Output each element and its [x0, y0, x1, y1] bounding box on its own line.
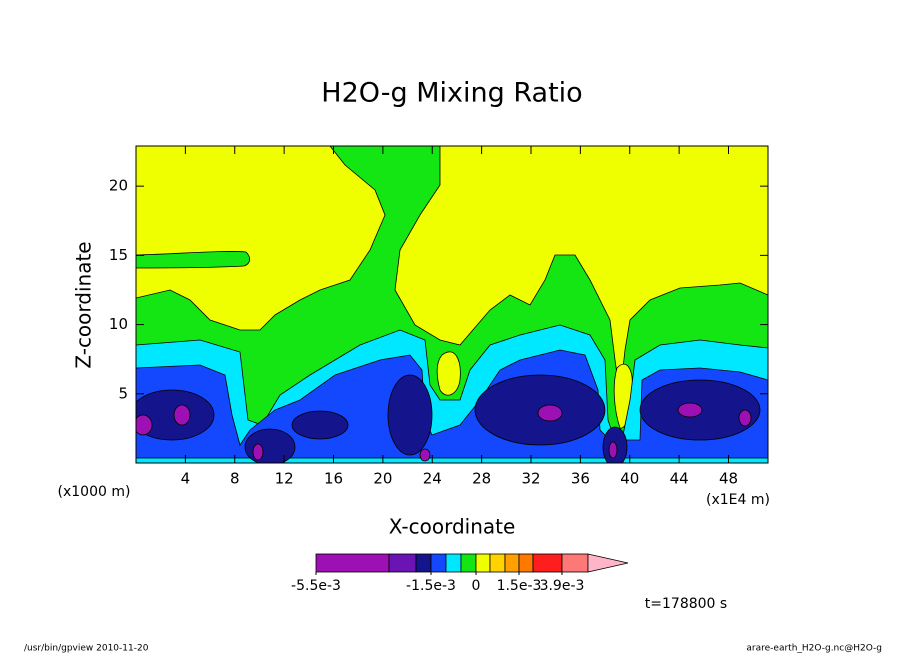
colorbar-segment: [489, 553, 506, 573]
colorbar-segment: [504, 553, 520, 573]
x-tick-label: 32: [521, 470, 540, 488]
contour-band: [136, 146, 768, 463]
y-axis-title: Z-coordinate: [72, 241, 96, 368]
x-tick-label: 40: [620, 470, 639, 488]
colorbar-segment: [532, 553, 563, 573]
contour-band: [136, 251, 250, 269]
chart-title: H2O-g Mixing Ratio: [321, 78, 582, 109]
contour-band: [436, 351, 461, 396]
y-tick-label: 5: [118, 384, 128, 402]
x-tick-label: 24: [423, 470, 442, 488]
x-tick-label: 44: [670, 470, 689, 488]
contour-field: [136, 146, 768, 463]
x-axis-title: X-coordinate: [389, 515, 516, 539]
x-unit: (x1E4 m): [706, 492, 770, 508]
colorbar-segment: [561, 553, 589, 573]
colorbar-tick-label: 1.5e-3: [497, 578, 542, 594]
footer-left: /usr/bin/gpview 2010-11-20: [24, 644, 149, 654]
x-tick-label: 48: [719, 470, 738, 488]
time-label: t=178800 s: [645, 596, 727, 612]
y-tick-label: 10: [109, 315, 128, 333]
colorbar-segment: [460, 553, 477, 573]
x-tick-label: 12: [275, 470, 294, 488]
colorbar-segment: [315, 553, 390, 573]
x-tick-label: 16: [324, 470, 343, 488]
colorbar-tick-label: -1.5e-3: [406, 578, 456, 594]
colorbar-segment: [388, 553, 417, 573]
y-tick-label: 20: [109, 177, 128, 195]
colorbar-tick-label: 0: [472, 578, 481, 594]
contour-band: [136, 349, 768, 459]
x-tick-label: 36: [571, 470, 590, 488]
colorbar-tick-label: -5.5e-3: [291, 578, 341, 594]
colorbar-segment: [430, 553, 447, 573]
footer-right: arare-earth_H2O-g.nc@H2O-g: [746, 644, 882, 654]
x-tick-label: 4: [181, 470, 191, 488]
colorbar-tick-label: 3.9e-3: [540, 578, 585, 594]
colorbar-segment: [475, 553, 491, 573]
y-tick-label: 15: [109, 246, 128, 264]
colorbar-segment: [445, 553, 462, 573]
plot-frame: [135, 145, 769, 464]
x-tick-label: 8: [230, 470, 240, 488]
colorbar-segment: [415, 553, 432, 573]
colorbar-extension: [587, 553, 629, 573]
x-tick-label: 20: [373, 470, 392, 488]
contour-band: [136, 402, 752, 462]
y-unit: (x1000 m): [58, 484, 131, 500]
colorbar-segment: [518, 553, 534, 573]
x-tick-label: 28: [472, 470, 491, 488]
